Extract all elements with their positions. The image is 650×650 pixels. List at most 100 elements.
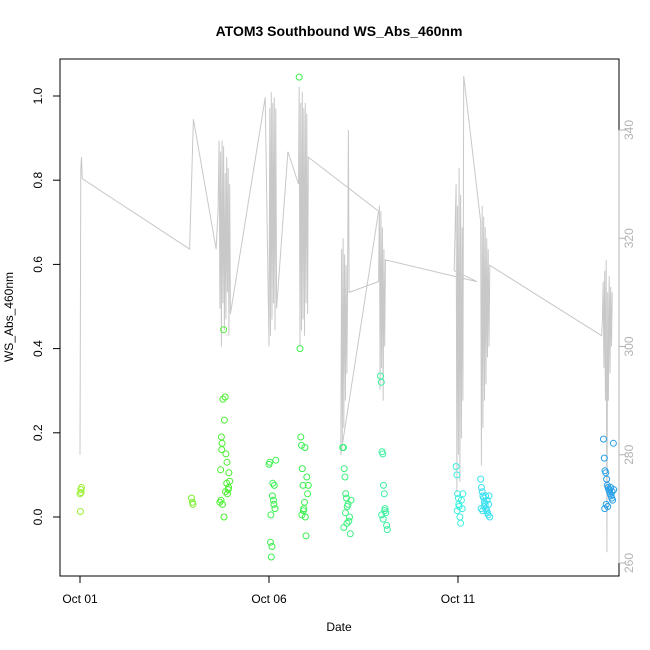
x-axis-label: Date <box>326 620 352 634</box>
data-point <box>341 509 349 517</box>
data-point <box>222 450 230 458</box>
data-point <box>379 450 387 458</box>
series-line <box>79 75 613 553</box>
y-axis-right: 260 280 300 320 340 <box>618 120 636 573</box>
data-point <box>218 439 226 447</box>
y-axis-left: 0.0 0.2 0.4 0.6 0.8 1.0 <box>31 87 61 525</box>
data-point <box>600 454 608 462</box>
data-point <box>345 517 353 525</box>
data-point <box>217 496 225 504</box>
data-point <box>76 508 84 515</box>
data-point <box>266 458 274 466</box>
data-point <box>295 73 303 81</box>
y-tick-label: 0.4 <box>31 340 45 357</box>
data-point <box>485 492 493 500</box>
y2-tick-label: 260 <box>622 553 636 573</box>
data-point <box>217 466 225 474</box>
data-point <box>298 511 306 519</box>
data-point <box>380 481 387 489</box>
data-point <box>454 490 462 498</box>
y-tick-label: 0.0 <box>31 508 45 525</box>
data-point <box>298 441 305 449</box>
data-point <box>604 503 612 510</box>
y-tick-label: 1.0 <box>31 87 45 104</box>
data-point <box>301 444 309 451</box>
y-tick-label: 0.6 <box>31 256 45 273</box>
data-point <box>301 498 308 506</box>
data-point <box>610 486 618 494</box>
data-point <box>341 473 349 481</box>
data-point <box>299 507 307 515</box>
data-point <box>482 492 490 500</box>
data-point <box>380 490 388 498</box>
data-point <box>303 473 311 481</box>
data-point <box>272 456 280 464</box>
y2-tick-label: 280 <box>622 444 636 464</box>
data-point <box>302 532 310 540</box>
data-point <box>478 488 486 496</box>
data-point <box>220 513 228 521</box>
data-point <box>486 513 494 521</box>
data-point <box>304 490 312 498</box>
data-point <box>219 500 226 508</box>
data-point <box>217 433 225 441</box>
data-point <box>609 496 617 504</box>
y2-tick-label: 300 <box>622 336 636 356</box>
data-point <box>225 484 233 491</box>
data-point <box>268 492 276 500</box>
x-axis: Oct 01 Oct 06 Oct 11 <box>62 575 476 606</box>
data-point <box>78 484 85 491</box>
x-tick-label: Oct 01 <box>62 592 98 606</box>
data-point <box>343 519 351 527</box>
data-point <box>298 465 306 473</box>
data-point <box>225 469 233 477</box>
data-point <box>340 444 347 451</box>
data-point <box>223 490 231 498</box>
data-point <box>485 500 493 508</box>
data-point <box>479 507 487 515</box>
data-point <box>600 435 607 443</box>
data-point <box>484 511 492 519</box>
data-point <box>77 489 85 497</box>
data-point <box>188 494 195 502</box>
data-point <box>455 500 463 508</box>
left-axis-series <box>76 73 618 561</box>
data-point <box>219 395 227 403</box>
data-point <box>452 463 460 470</box>
data-point <box>301 513 309 521</box>
data-point <box>381 507 389 515</box>
data-point <box>344 500 352 508</box>
data-point <box>347 496 355 504</box>
y-axis-label: WS_Abs_460nm <box>2 272 16 362</box>
data-point <box>457 519 465 527</box>
data-point <box>383 526 391 534</box>
x-tick-label: Oct 06 <box>251 592 287 606</box>
data-point <box>456 513 464 521</box>
data-point <box>299 481 307 489</box>
data-point <box>189 500 197 508</box>
data-point <box>377 378 385 386</box>
data-point <box>602 469 610 477</box>
data-point <box>379 515 387 523</box>
data-point <box>271 505 279 513</box>
data-point <box>602 500 610 508</box>
y2-tick-label: 340 <box>622 120 636 140</box>
data-point <box>453 507 461 515</box>
data-point <box>269 479 277 487</box>
data-point <box>346 530 354 538</box>
data-point <box>609 439 617 447</box>
data-point <box>340 465 348 473</box>
right-axis-series <box>79 75 613 553</box>
data-point <box>483 496 491 504</box>
data-point <box>477 484 485 491</box>
data-point <box>270 496 277 504</box>
data-point <box>268 543 276 550</box>
chart-title: ATOM3 Southbound WS_Abs_460nm <box>216 23 463 39</box>
y-tick-label: 0.2 <box>31 424 45 441</box>
data-point <box>76 490 84 498</box>
data-point <box>218 446 226 454</box>
data-point <box>270 500 278 508</box>
data-point <box>453 471 461 479</box>
data-point <box>477 475 485 483</box>
